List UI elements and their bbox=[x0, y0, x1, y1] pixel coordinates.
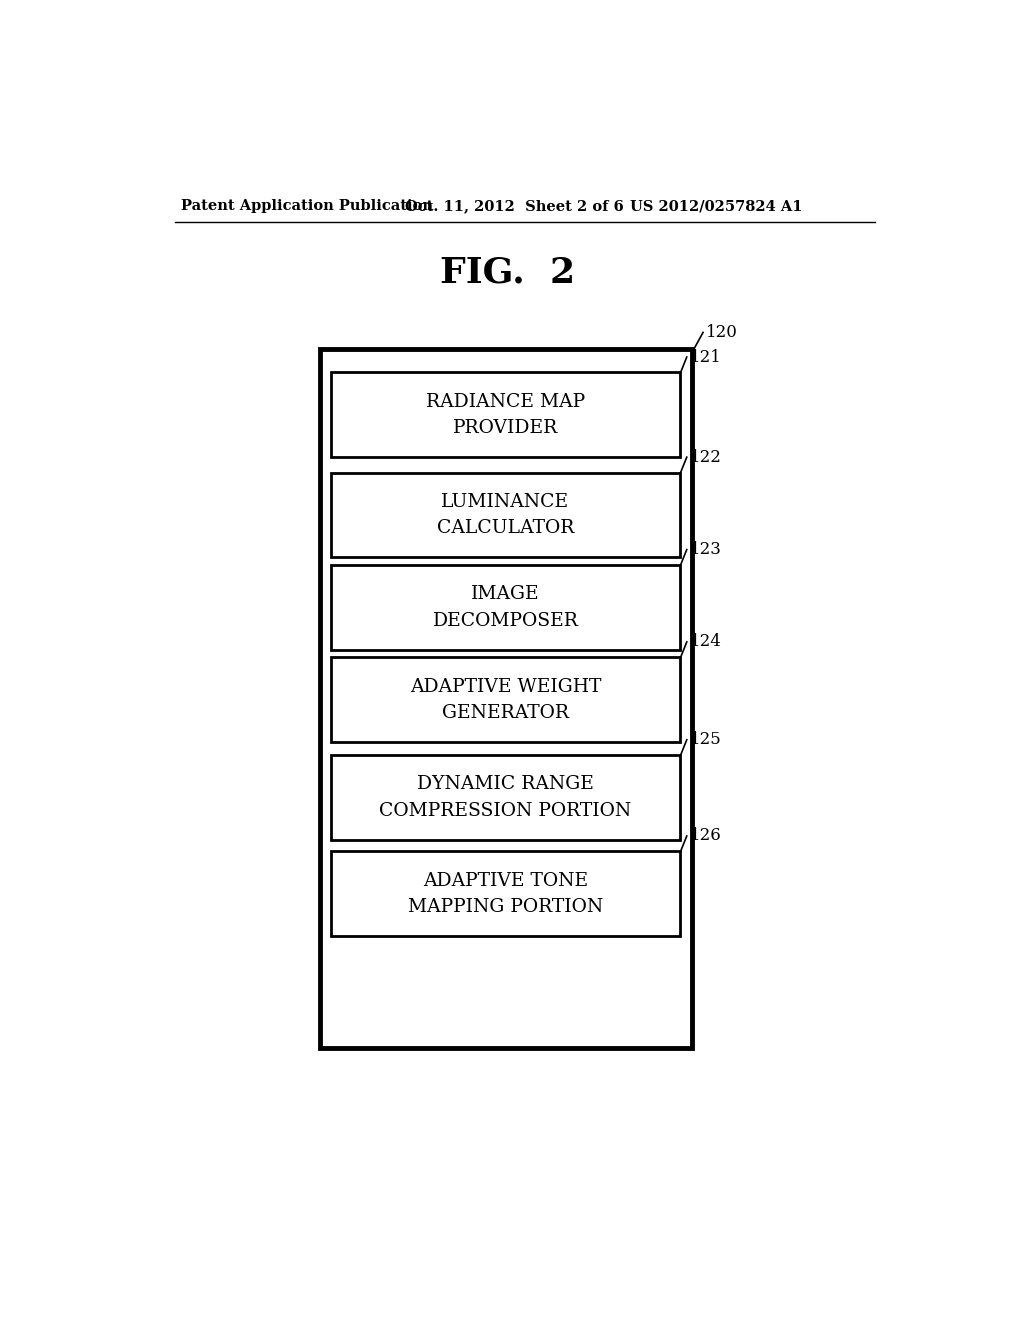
Text: 120: 120 bbox=[707, 323, 738, 341]
Text: 126: 126 bbox=[690, 828, 722, 845]
Text: IMAGE
DECOMPOSER: IMAGE DECOMPOSER bbox=[432, 585, 579, 630]
Text: FIG.  2: FIG. 2 bbox=[440, 255, 575, 289]
Bar bbox=[321, 350, 692, 1048]
Text: ADAPTIVE TONE
MAPPING PORTION: ADAPTIVE TONE MAPPING PORTION bbox=[408, 871, 603, 916]
Text: 122: 122 bbox=[690, 449, 722, 466]
Text: 123: 123 bbox=[690, 541, 722, 558]
Bar bbox=[331, 473, 680, 557]
Text: 124: 124 bbox=[690, 634, 722, 651]
Bar bbox=[331, 657, 680, 742]
Text: ADAPTIVE WEIGHT
GENERATOR: ADAPTIVE WEIGHT GENERATOR bbox=[410, 677, 601, 722]
Text: 121: 121 bbox=[690, 348, 722, 366]
Text: 125: 125 bbox=[690, 731, 722, 748]
Text: Patent Application Publication: Patent Application Publication bbox=[180, 199, 433, 213]
Text: US 2012/0257824 A1: US 2012/0257824 A1 bbox=[630, 199, 803, 213]
Bar bbox=[331, 372, 680, 457]
Bar bbox=[331, 565, 680, 649]
Text: RADIANCE MAP
PROVIDER: RADIANCE MAP PROVIDER bbox=[426, 392, 585, 437]
Bar bbox=[331, 851, 680, 936]
Text: DYNAMIC RANGE
COMPRESSION PORTION: DYNAMIC RANGE COMPRESSION PORTION bbox=[379, 775, 632, 820]
Text: Oct. 11, 2012  Sheet 2 of 6: Oct. 11, 2012 Sheet 2 of 6 bbox=[406, 199, 625, 213]
Text: LUMINANCE
CALCULATOR: LUMINANCE CALCULATOR bbox=[437, 492, 574, 537]
Bar bbox=[331, 755, 680, 840]
